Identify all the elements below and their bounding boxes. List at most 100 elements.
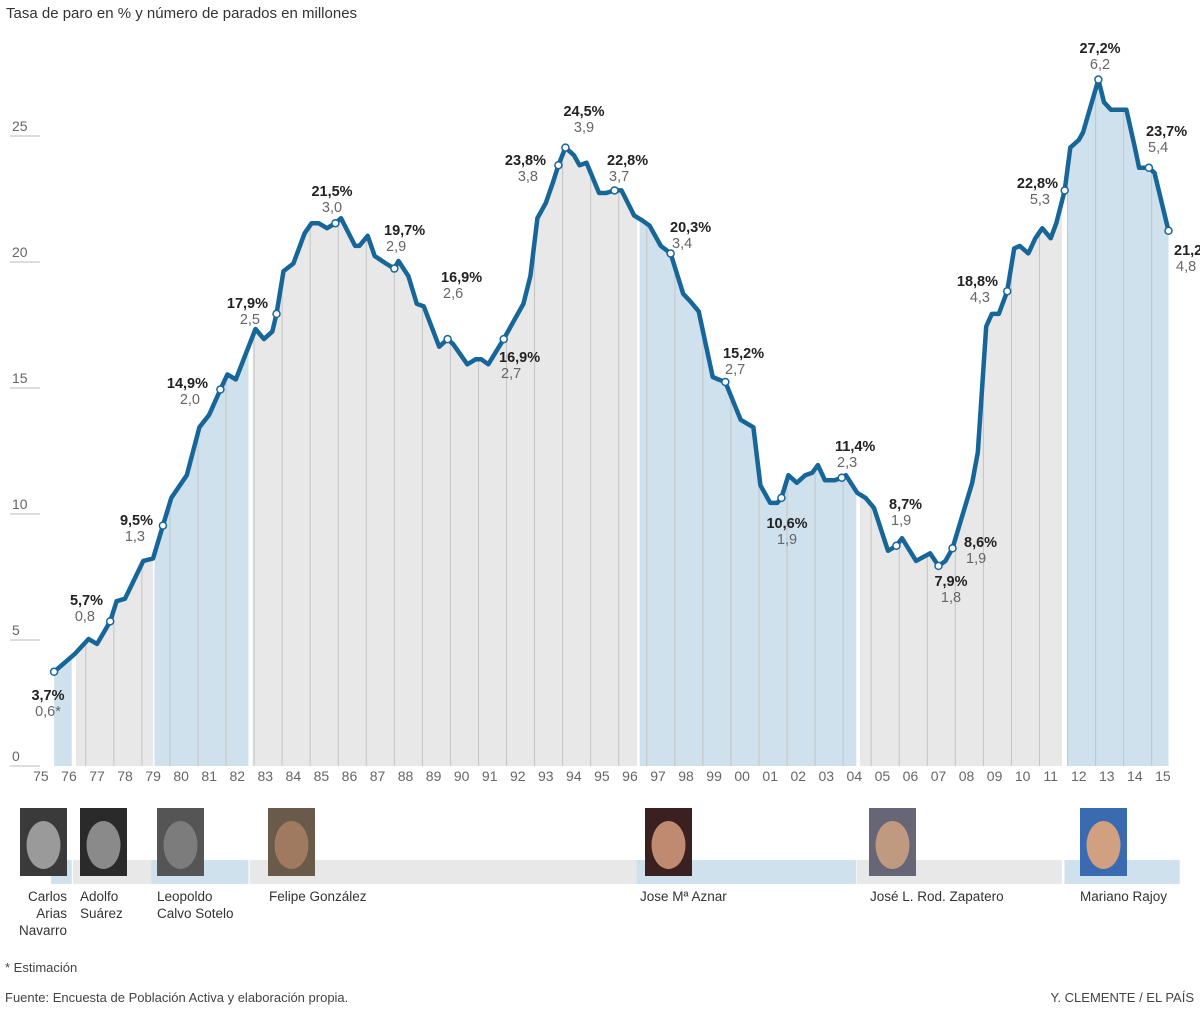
name-line: Carlos [27,889,67,904]
unemployed-label: 2,7 [725,362,745,378]
unemployed-label: 4,3 [970,290,990,306]
data-point-marker [49,667,59,677]
x-tick-label: 10 [1015,768,1031,784]
rate-label: 17,9% [227,296,268,312]
unemployed-label: 2,0 [180,392,200,408]
footnote: * Estimación [5,960,78,975]
x-tick-label: 07 [931,768,947,784]
rate-label: 23,7% [1146,124,1187,140]
x-tick-label: 15 [1155,768,1171,784]
portrait-photo [869,808,916,876]
unemployed-label: 2,9 [386,239,406,255]
rate-label: 14,9% [167,376,208,392]
x-tick-label: 08 [959,768,975,784]
x-tick-label: 88 [398,768,414,784]
data-point-marker [666,249,675,258]
x-tick-label: 79 [145,768,161,784]
portrait-face [26,821,61,869]
period-band [1067,79,1169,767]
unemployed-label: 2,3 [837,455,857,471]
x-tick-label: 78 [117,768,133,784]
data-point-marker [777,493,786,503]
x-tick-label: 01 [762,768,778,784]
data-point-marker [1094,75,1103,84]
government-timeline [20,808,1180,884]
unemployed-label: 2,6 [443,286,463,302]
x-tick-label: 76 [61,768,77,784]
y-tick-label: 15 [12,370,28,386]
data-point-marker [443,334,452,344]
rate-label: 9,5% [120,513,153,529]
x-tick-label: 83 [258,768,274,784]
unemployed-label: 1,9 [891,513,911,529]
x-tick-label: 80 [173,768,189,784]
portrait-photo [20,808,67,876]
x-tick-label: 14 [1127,768,1143,784]
x-tick-label: 81 [201,768,217,784]
x-axis: 75 76 77 78 79 80 81 82 83 84 85 86 87 88 89 90 91 92 93 94… [33,768,1171,784]
x-tick-label: 96 [622,768,638,784]
data-point-marker [837,473,846,482]
unemployed-label: 1,9 [966,551,986,567]
rate-label: 11,4% [835,439,875,455]
portrait-face [86,821,121,869]
rate-label: 8,7% [889,497,922,513]
x-tick-label: 93 [538,768,554,784]
unemployed-label: 3,7 [609,169,629,185]
unemployed-label: 0,8 [75,609,95,625]
y-tick-label: 10 [12,496,28,512]
data-point-marker [934,561,943,571]
data-point-marker [1164,226,1173,236]
portrait-photo [157,808,204,876]
x-tick-label: 94 [566,768,582,784]
annotated-points: 3,7%0,6* 5,7%0,8 9,5%1,3 14,9%2,0 17,9%2,5 21… [31,41,1200,720]
chart-title: Tasa de paro en % y número de parados en… [6,5,358,22]
y-tick-label: 5 [12,622,20,638]
x-tick-label: 13 [1099,768,1115,784]
rate-label: 7,9% [934,574,967,590]
data-point-marker [105,617,115,626]
data-point-marker [1060,186,1069,195]
x-tick-label: 87 [370,768,386,784]
unemployed-label: 2,5 [240,312,260,328]
prime-minister-name: Felipe González [269,888,367,905]
source-note: Fuente: Encuesta de Población Activa y e… [5,990,349,1005]
x-tick-label: 91 [482,768,498,784]
data-point-marker [1002,286,1012,296]
unemployed-label: 3,0 [322,200,342,216]
y-tick-label: 0 [12,748,20,764]
unemployed-label: 1,3 [125,529,145,545]
name-line: Jose Mª Aznar [640,889,727,904]
prime-minister-name: Adolfo Suárez [80,888,123,922]
name-line: Felipe González [269,889,367,904]
name-line: Adolfo [80,889,119,904]
data-point-marker [499,334,508,344]
x-tick-label: 82 [229,768,245,784]
rate-label: 19,7% [384,223,425,239]
rate-label: 21,2% [1174,243,1200,259]
name-line: Suárez [80,906,123,921]
unemployed-label: 6,2 [1090,57,1110,73]
data-point-marker [272,309,281,319]
x-tick-label: 75 [33,768,49,784]
period-band [859,79,1062,767]
portrait-photo [645,808,692,876]
rate-label: 20,3% [670,220,711,236]
x-tick-label: 05 [875,768,891,784]
unemployed-label: 0,6* [35,704,61,720]
portrait-face [1086,821,1121,869]
prime-minister-name: Mariano Rajoy [1080,888,1167,905]
rate-label: 27,2% [1079,41,1120,57]
name-line: Calvo Sotelo [157,906,234,921]
period-band [54,79,72,767]
rate-label: 23,8% [505,153,546,169]
unemployed-label: 3,9 [574,120,594,136]
data-point-marker [948,544,957,553]
portrait-photo [1080,808,1127,876]
unemployed-label: 1,8 [941,590,961,606]
unemployed-label: 2,7 [501,366,521,382]
x-tick-label: 02 [790,768,806,784]
rate-label: 21,5% [311,184,352,200]
period-band [639,79,857,767]
prime-minister-name: Jose Mª Aznar [640,888,727,905]
